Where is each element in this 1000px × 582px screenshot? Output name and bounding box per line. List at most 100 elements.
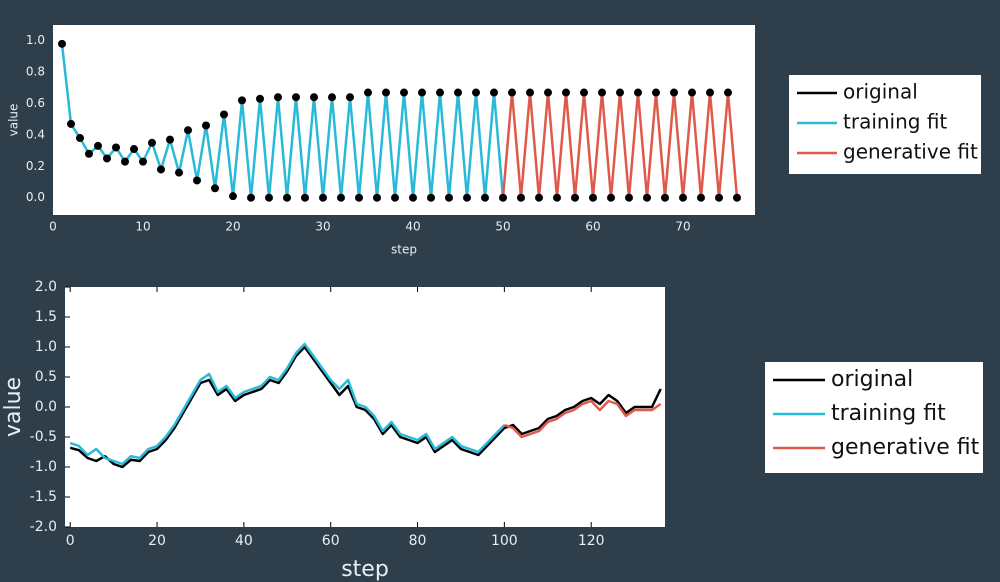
legend: original training fit generative fit [789,75,981,174]
chart: 0.0 0.2 0.4 0.6 0.8 1.0 0 10 20 30 40 50 60 70 step val… [7,25,755,257]
data-point [121,157,129,166]
y-tick-label: 1.0 [26,33,45,47]
y-tick-label: 0.4 [26,127,45,141]
legend: original training fit generative fit [765,362,983,473]
legend-label: generative fit [831,435,980,460]
data-point [85,149,93,158]
data-point [643,193,651,202]
x-tick-label: 0 [49,220,57,234]
chart: -2.0 -1.5 -1.0 -0.5 0.0 0.5 1.0 1.5 2.0 0 20 40 60 80… [1,279,665,582]
data-point [283,193,291,202]
x-tick-label: 50 [495,220,510,234]
y-tick-label: 0.2 [26,159,45,173]
data-point [490,88,498,97]
legend-box [789,75,981,174]
x-tick-label: 0 [66,533,75,549]
data-point [499,193,507,202]
y-tick-label: 2.0 [35,279,57,295]
data-point [598,88,606,97]
data-point [589,193,597,202]
data-point [625,193,633,202]
data-point [391,193,399,202]
data-point [301,193,309,202]
data-point [58,39,66,48]
legend-label: training fit [843,110,947,134]
data-point [346,93,354,102]
y-axis-label: value [1,377,26,437]
data-point [76,134,84,143]
data-point [634,88,642,97]
x-tick-label: 10 [135,220,150,234]
data-point [247,193,255,202]
data-point [355,193,363,202]
data-point [733,193,741,202]
y-tick-label: 0.0 [26,190,45,204]
data-point [373,193,381,202]
y-tick-label: 1.5 [35,309,57,325]
series-line [69,345,662,469]
x-tick-label: 20 [148,533,166,549]
data-point [517,193,525,202]
data-point [292,93,300,102]
x-tick-label: 80 [409,533,427,549]
data-point [265,193,273,202]
y-tick-label: 0.0 [35,399,57,415]
data-point [364,88,372,97]
series-line [69,342,506,466]
data-point [661,193,669,202]
data-point [616,88,624,97]
data-point [67,119,75,128]
data-point [535,193,543,202]
y-tick-label: 0.8 [26,65,45,79]
data-point [337,193,345,202]
data-point [571,193,579,202]
data-point [319,193,327,202]
x-tick-label: 30 [315,220,330,234]
data-point [670,88,678,97]
data-point [328,93,336,102]
y-tick-label: -1.5 [30,489,57,505]
y-tick-label: -0.5 [30,429,57,445]
data-point [409,193,417,202]
data-point [580,88,588,97]
data-point [481,193,489,202]
data-point [229,192,237,201]
data-point [400,88,408,97]
data-point [445,193,453,202]
x-tick-label: 120 [578,533,605,549]
data-point [130,145,138,154]
data-point [652,88,660,97]
data-point [193,176,201,185]
x-tick-label: 70 [675,220,690,234]
data-point [679,193,687,202]
data-point [436,88,444,97]
legend-label: generative fit [843,140,978,164]
data-point [526,88,534,97]
y-axis-label: value [7,104,21,137]
data-point [166,135,174,144]
data-point [697,193,705,202]
legend-label: original [831,367,913,392]
x-axis-label: step [391,243,417,257]
legend-label: training fit [831,401,946,426]
x-tick-label: 40 [405,220,420,234]
data-point [157,165,165,174]
y-tick-label: 0.6 [26,96,45,110]
data-point [148,138,156,147]
data-point [706,88,714,97]
data-point [544,88,552,97]
data-point [418,88,426,97]
data-point [715,193,723,202]
y-tick-label: 1.0 [35,339,57,355]
plot-area [53,25,755,215]
data-point [112,143,120,152]
x-tick-label: 60 [322,533,340,549]
x-tick-label: 40 [235,533,253,549]
data-point [175,168,183,177]
data-point [184,126,192,135]
data-point [94,141,102,150]
data-point [562,88,570,97]
x-tick-label: 20 [225,220,240,234]
data-point [310,93,318,102]
y-tick-label: 0.5 [35,369,57,385]
